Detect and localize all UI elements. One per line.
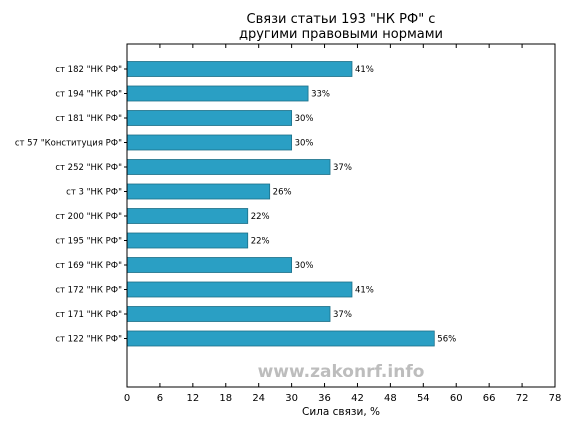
category-label-6: ст 200 "НК РФ" bbox=[55, 212, 122, 222]
data-label-6: 22% bbox=[251, 212, 270, 222]
category-label-4: ст 252 "НК РФ" bbox=[55, 163, 122, 173]
chart-title: Связи статьи 193 "НК РФ" с другими право… bbox=[239, 12, 443, 42]
bar-3 bbox=[126, 134, 293, 151]
data-label-7: 22% bbox=[251, 237, 270, 247]
bar-5 bbox=[126, 183, 271, 200]
chart-title-line-1: Связи статьи 193 "НК РФ" с bbox=[247, 12, 436, 27]
bar-4 bbox=[126, 159, 331, 175]
x-tick-label-13: 78 bbox=[549, 393, 562, 404]
x-tick-label-2: 12 bbox=[186, 393, 199, 404]
bar-11 bbox=[126, 330, 435, 347]
data-label-0: 41% bbox=[355, 65, 374, 75]
x-tick-label-7: 42 bbox=[351, 393, 364, 404]
chart-title-line-2: другими правовыми нормами bbox=[239, 27, 443, 42]
x-tick-label-5: 30 bbox=[285, 393, 298, 404]
plot-frame bbox=[126, 43, 556, 388]
category-label-9: ст 172 "НК РФ" bbox=[55, 286, 122, 296]
category-labels: ст 182 "НК РФ" ст 194 "НК РФ" ст 181 "НК Р… bbox=[15, 65, 127, 345]
category-label-1: ст 194 "НК РФ" bbox=[55, 90, 122, 100]
bar-9 bbox=[126, 281, 353, 298]
x-tick-label-1: 6 bbox=[157, 393, 163, 404]
category-label-11: ст 122 "НК РФ" bbox=[55, 335, 122, 345]
data-labels: 41% 33% 30% 30% 37% 26% 22% 22% 30% 41% 37% 56% bbox=[251, 65, 456, 345]
category-label-2: ст 181 "НК РФ" bbox=[55, 114, 122, 124]
x-tick-label-9: 54 bbox=[417, 393, 430, 404]
data-label-2: 30% bbox=[295, 114, 314, 124]
bar-6 bbox=[126, 208, 249, 224]
x-tick-label-8: 48 bbox=[384, 393, 397, 404]
data-label-3: 30% bbox=[295, 139, 314, 149]
bar-10 bbox=[126, 306, 331, 322]
x-tick-label-12: 72 bbox=[516, 393, 529, 404]
data-label-1: 33% bbox=[311, 90, 330, 100]
category-label-0: ст 182 "НК РФ" bbox=[55, 65, 122, 75]
x-axis-title: Сила связи, % bbox=[302, 406, 380, 418]
x-tick-label-6: 36 bbox=[318, 393, 331, 404]
bar-7 bbox=[126, 232, 249, 249]
category-label-10: ст 171 "НК РФ" bbox=[55, 310, 122, 320]
x-tick-label-0: 0 bbox=[124, 393, 130, 404]
bar-1 bbox=[126, 85, 309, 102]
bar-8 bbox=[126, 257, 293, 273]
x-tick-label-3: 18 bbox=[219, 393, 232, 404]
x-tick-label-10: 60 bbox=[450, 393, 463, 404]
bars bbox=[126, 61, 435, 347]
data-label-4: 37% bbox=[333, 163, 352, 173]
bar-2 bbox=[126, 110, 293, 126]
bar-0 bbox=[126, 61, 353, 77]
data-label-8: 30% bbox=[295, 261, 314, 271]
category-label-3: ст 57 "Конституция РФ" bbox=[15, 139, 122, 149]
data-label-10: 37% bbox=[333, 310, 352, 320]
category-label-7: ст 195 "НК РФ" bbox=[55, 237, 122, 247]
data-label-5: 26% bbox=[273, 188, 292, 198]
x-tick-label-4: 24 bbox=[252, 393, 265, 404]
watermark: www.zakonrf.info bbox=[258, 362, 425, 382]
data-label-11: 56% bbox=[437, 335, 456, 345]
data-label-9: 41% bbox=[355, 286, 374, 296]
category-label-8: ст 169 "НК РФ" bbox=[55, 261, 122, 271]
category-label-5: ст 3 "НК РФ" bbox=[66, 188, 122, 198]
x-tick-label-11: 66 bbox=[483, 393, 496, 404]
